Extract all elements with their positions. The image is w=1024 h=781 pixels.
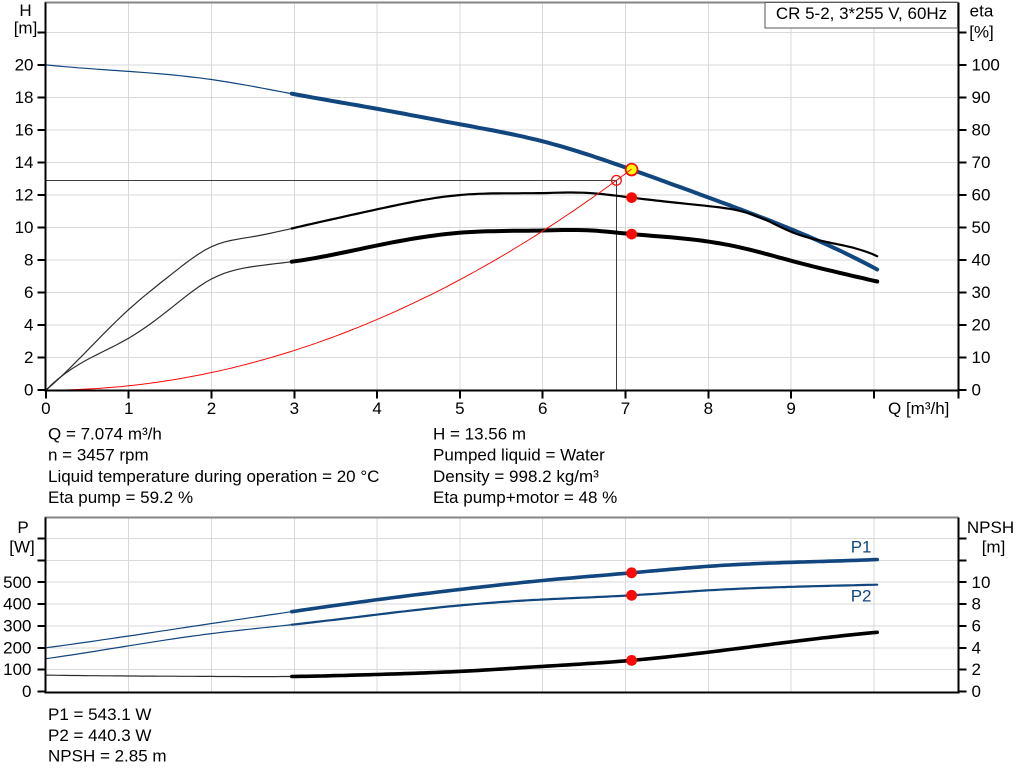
svg-text:P2: P2 (851, 587, 872, 606)
svg-text:Q = 7.074 m³/h: Q = 7.074 m³/h (48, 424, 162, 443)
svg-text:10: 10 (972, 573, 991, 592)
svg-text:8: 8 (24, 251, 33, 270)
svg-text:P2 = 440.3 W: P2 = 440.3 W (48, 726, 151, 745)
svg-text:6: 6 (24, 283, 33, 302)
svg-text:50: 50 (972, 218, 991, 237)
svg-text:300: 300 (3, 616, 31, 635)
svg-text:70: 70 (972, 153, 991, 172)
svg-text:2: 2 (24, 348, 33, 367)
svg-text:20: 20 (972, 316, 991, 335)
svg-text:[%]: [%] (969, 22, 994, 41)
svg-text:400: 400 (3, 595, 31, 614)
svg-text:P1 = 543.1 W: P1 = 543.1 W (48, 705, 151, 724)
svg-text:2: 2 (972, 660, 981, 679)
svg-text:H: H (19, 1, 31, 20)
svg-text:Density = 998.2 kg/m³: Density = 998.2 kg/m³ (433, 467, 599, 486)
svg-text:Eta pump = 59.2 %: Eta pump = 59.2 % (48, 488, 193, 507)
svg-text:200: 200 (3, 638, 31, 657)
svg-text:Liquid temperature during oper: Liquid temperature during operation = 20… (48, 467, 379, 486)
svg-text:100: 100 (972, 55, 1000, 74)
svg-text:H = 13.56 m: H = 13.56 m (433, 424, 526, 443)
svg-text:9: 9 (786, 399, 795, 418)
svg-text:14: 14 (15, 153, 34, 172)
svg-text:8: 8 (972, 595, 981, 614)
svg-text:[W]: [W] (9, 538, 35, 557)
svg-text:CR 5-2, 3*255 V, 60Hz: CR 5-2, 3*255 V, 60Hz (776, 4, 947, 23)
svg-text:0: 0 (41, 399, 50, 418)
svg-text:40: 40 (972, 251, 991, 270)
svg-text:60: 60 (972, 186, 991, 205)
svg-text:[m]: [m] (14, 19, 38, 38)
svg-text:5: 5 (455, 399, 464, 418)
svg-text:12: 12 (15, 186, 34, 205)
svg-text:16: 16 (15, 120, 34, 139)
svg-text:P: P (17, 518, 28, 537)
svg-text:80: 80 (972, 120, 991, 139)
svg-text:18: 18 (15, 88, 34, 107)
svg-text:NPSH: NPSH (967, 518, 1014, 537)
svg-text:0: 0 (972, 381, 981, 400)
svg-text:90: 90 (972, 88, 991, 107)
svg-text:2: 2 (207, 399, 216, 418)
svg-text:eta: eta (970, 2, 994, 21)
svg-text:7: 7 (621, 399, 630, 418)
svg-text:Q [m³/h]: Q [m³/h] (888, 399, 949, 418)
svg-text:20: 20 (15, 55, 34, 74)
svg-text:0: 0 (24, 381, 33, 400)
svg-text:4: 4 (372, 399, 381, 418)
svg-text:500: 500 (3, 573, 31, 592)
svg-text:[m]: [m] (982, 538, 1006, 557)
svg-text:10: 10 (972, 348, 991, 367)
svg-text:4: 4 (972, 638, 981, 657)
svg-text:1: 1 (124, 399, 133, 418)
svg-text:8: 8 (704, 399, 713, 418)
svg-text:0: 0 (22, 682, 31, 701)
svg-text:3: 3 (290, 399, 299, 418)
svg-text:0: 0 (972, 682, 981, 701)
svg-text:P1: P1 (851, 538, 872, 557)
svg-text:10: 10 (15, 218, 34, 237)
svg-text:6: 6 (538, 399, 547, 418)
svg-text:4: 4 (24, 316, 33, 335)
svg-text:100: 100 (3, 660, 31, 679)
svg-text:n = 3457 rpm: n = 3457 rpm (48, 446, 149, 465)
svg-text:Eta pump+motor = 48 %: Eta pump+motor = 48 % (433, 488, 617, 507)
svg-text:Pumped liquid = Water: Pumped liquid = Water (433, 446, 605, 465)
svg-text:NPSH = 2.85 m: NPSH = 2.85 m (48, 747, 167, 766)
svg-text:30: 30 (972, 283, 991, 302)
svg-text:6: 6 (972, 616, 981, 635)
